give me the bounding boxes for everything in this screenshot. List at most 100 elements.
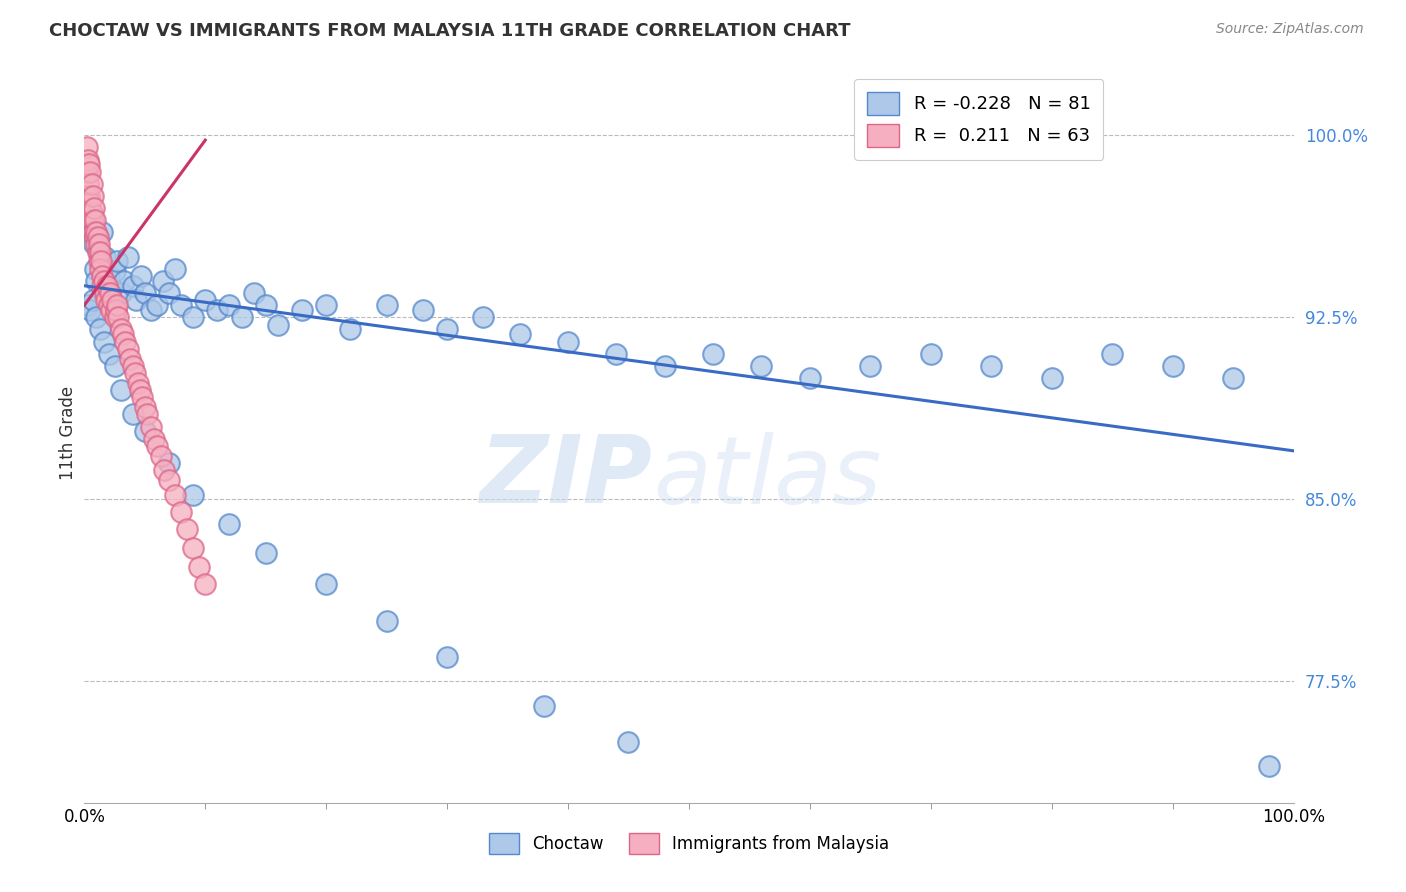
Point [84,213,107,227]
Point [100,278,122,293]
Point [315,298,337,312]
Point [101,293,124,308]
Point [533,698,555,713]
Point [134,400,156,414]
Point [77,189,100,203]
Point [617,735,640,749]
Point [93,274,115,288]
Point [84,230,107,244]
Point [114,334,136,349]
Text: ZIP: ZIP [479,431,652,523]
Point [134,286,156,301]
Point [139,419,162,434]
Point [94,286,117,301]
Point [1101,347,1123,361]
Point [86,230,108,244]
Point [242,286,264,301]
Point [87,237,110,252]
Point [76,140,98,154]
Point [86,237,108,252]
Point [1040,371,1063,385]
Point [93,334,115,349]
Point [254,546,277,560]
Point [129,383,152,397]
Point [112,274,135,288]
Point [79,196,101,211]
Point [82,293,104,308]
Point [98,286,121,301]
Point [79,164,101,178]
Point [77,153,100,167]
Point [86,310,108,325]
Point [87,254,110,268]
Point [121,359,143,373]
Point [218,516,240,531]
Point [77,177,100,191]
Point [97,298,120,312]
Point [181,541,204,555]
Point [152,274,174,288]
Point [291,303,314,318]
Text: CHOCTAW VS IMMIGRANTS FROM MALAYSIA 11TH GRADE CORRELATION CHART: CHOCTAW VS IMMIGRANTS FROM MALAYSIA 11TH… [49,22,851,40]
Point [89,244,111,259]
Point [375,614,398,628]
Point [412,303,434,318]
Point [181,310,204,325]
Point [89,261,111,276]
Point [231,310,253,325]
Point [181,487,204,501]
Point [104,359,127,373]
Point [176,521,198,535]
Point [1222,371,1244,385]
Point [702,347,724,361]
Point [157,456,180,470]
Point [89,254,111,268]
Point [87,244,110,259]
Y-axis label: 11th Grade: 11th Grade [59,385,77,480]
Point [97,268,120,283]
Point [157,286,180,301]
Point [129,268,152,283]
Point [165,487,187,501]
Point [110,322,132,336]
Point [134,425,156,439]
Point [131,391,153,405]
Point [86,244,108,259]
Point [107,310,129,325]
Point [139,303,162,318]
Point [112,327,135,342]
Point [110,286,132,301]
Point [218,298,240,312]
Point [76,189,98,203]
Point [146,298,169,312]
Point [120,351,142,366]
Point [91,278,114,293]
Point [82,189,104,203]
Point [80,206,103,220]
Point [83,225,105,239]
Point [77,298,100,312]
Point [104,310,127,325]
Point [105,298,128,312]
Point [97,347,120,361]
Point [170,504,193,518]
Point [77,201,100,215]
Point [91,268,114,283]
Point [80,206,103,220]
Point [90,254,112,268]
Point [605,347,627,361]
Point [436,322,458,336]
Point [170,298,193,312]
Point [86,225,108,239]
Point [105,254,128,268]
Point [153,463,176,477]
Point [86,230,108,244]
Point [188,560,211,574]
Point [86,274,108,288]
Point [94,250,117,264]
Point [84,261,107,276]
Point [472,310,495,325]
Point [104,264,127,278]
Point [557,334,579,349]
Point [207,303,229,318]
